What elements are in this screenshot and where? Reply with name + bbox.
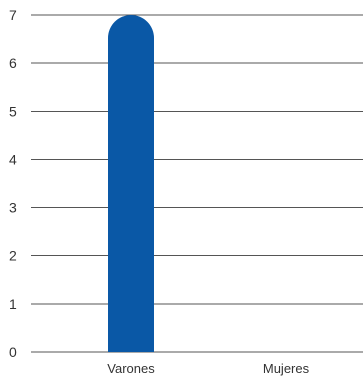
x-category-label: Varones [107, 361, 155, 376]
bars [108, 15, 154, 352]
y-tick-label: 5 [9, 103, 17, 119]
y-axis-ticks: 0 1 2 3 4 5 6 7 [9, 7, 17, 360]
y-tick-label: 6 [9, 55, 17, 71]
y-tick-label: 2 [9, 248, 17, 264]
y-tick-label: 3 [9, 200, 17, 216]
gridlines [31, 14, 363, 353]
y-tick-label: 0 [9, 344, 17, 360]
x-axis-categories: Varones Mujeres [107, 361, 309, 376]
y-tick-label: 7 [9, 7, 17, 23]
x-category-label: Mujeres [263, 361, 310, 376]
y-tick-label: 4 [9, 151, 17, 167]
y-tick-label: 1 [9, 296, 17, 312]
bar-varones [108, 15, 154, 352]
